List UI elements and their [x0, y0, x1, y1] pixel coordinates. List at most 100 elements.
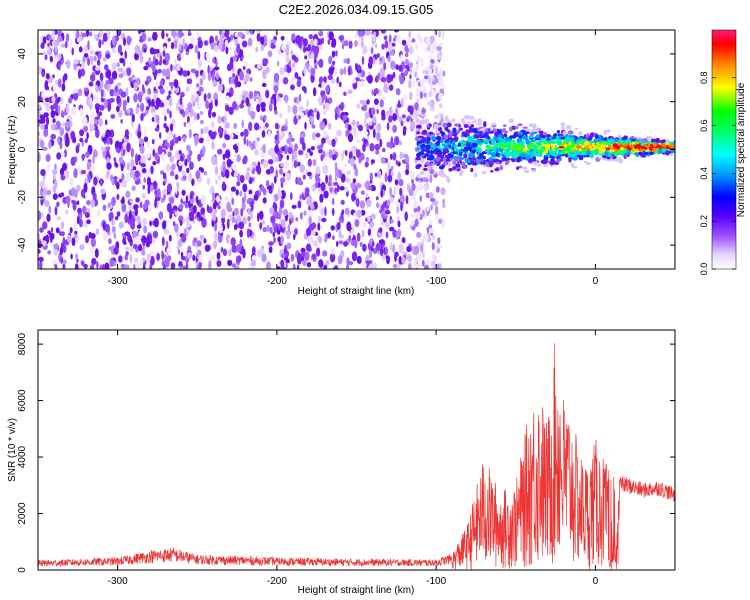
spectrogram-cell	[81, 260, 85, 267]
spectrogram-cell	[163, 194, 166, 201]
spectrogram-cell	[224, 122, 230, 129]
spectrogram-signal-cell	[584, 140, 590, 146]
spectrogram-cell	[279, 154, 283, 159]
spectrogram-cell	[86, 132, 89, 140]
spectrogram-cell	[102, 32, 108, 43]
spectrogram-cell	[116, 181, 120, 190]
spectrogram-cell	[95, 106, 100, 114]
spectrogram-cell	[230, 186, 236, 192]
spectrogram-cell	[231, 163, 237, 170]
colorbar-tick-label: 0.2	[699, 215, 709, 228]
spectrogram-cell	[340, 173, 346, 183]
spectrogram-cell	[401, 256, 406, 265]
spectrogram-cell	[54, 41, 60, 46]
spectrogram-cell	[188, 150, 193, 157]
spectrogram-signal-cell	[640, 142, 645, 147]
spectrogram-cell	[71, 237, 76, 247]
spectrogram-cell	[325, 174, 328, 184]
spectrogram-cell	[38, 119, 44, 124]
spectrogram-signal-cell	[465, 159, 471, 164]
spectrogram-signal-cell	[493, 147, 497, 151]
spectrogram-cell	[118, 156, 124, 163]
spectrogram-cell	[279, 112, 283, 118]
spectrogram-cell	[344, 163, 348, 168]
spectrogram-signal-cell	[443, 148, 449, 154]
spectrogram-cell	[196, 101, 202, 110]
spectrogram-cell	[289, 192, 293, 201]
spectrogram-cell	[139, 38, 144, 43]
spectrogram-cell	[351, 145, 357, 154]
spectrogram-cell	[381, 212, 384, 220]
spectrogram-cell	[181, 170, 186, 176]
spectrogram-signal-cell	[576, 144, 582, 149]
spectrogram-cell	[83, 263, 88, 269]
spectrogram-cell	[272, 221, 276, 228]
spectrogram-cell	[397, 171, 402, 181]
spectrogram-cell	[438, 218, 443, 224]
spectrogram-cell	[77, 207, 82, 214]
spectrogram-cell	[251, 161, 257, 167]
spectrogram-cell	[165, 125, 169, 133]
spectrogram-cell	[116, 82, 122, 87]
spectrogram-cell	[288, 211, 293, 219]
spectrogram-cell	[81, 61, 85, 69]
spectrogram-cell	[142, 236, 148, 243]
spectrogram-cell	[442, 70, 446, 77]
spectrogram-cell	[438, 103, 443, 109]
spectrogram-cell	[346, 57, 350, 65]
spectrogram-cell	[162, 172, 167, 179]
spectrogram-cell	[340, 199, 345, 205]
spectrogram-cell	[40, 124, 45, 130]
spectrogram-cell	[359, 200, 365, 209]
spectrogram-cell	[338, 230, 342, 239]
spectrogram-signal-cell	[536, 134, 540, 139]
spectrogram-cell	[224, 30, 230, 38]
spectrogram-cell	[416, 253, 422, 261]
spectrogram-cell	[311, 222, 317, 230]
spectrogram-cell	[347, 133, 354, 143]
spectrogram-cell	[354, 32, 358, 38]
spectrogram-cell	[318, 236, 323, 244]
spectrogram-cell	[242, 216, 247, 225]
spectrogram-cell	[347, 89, 353, 95]
spectrogram-signal-cell	[472, 128, 478, 133]
spectrogram-cell	[144, 153, 151, 159]
spectrogram-cell	[52, 193, 58, 201]
spectrogram-cell	[370, 247, 374, 252]
spectrogram-cell	[394, 34, 397, 40]
spectrogram-cell	[316, 247, 321, 257]
spectrogram-signal-cell	[562, 139, 567, 145]
spectrogram-cell	[296, 79, 301, 88]
spectrogram-cell	[214, 179, 219, 185]
spectrogram-cell	[411, 178, 415, 184]
spectrogram-signal-cell	[655, 149, 659, 153]
colorbar: 0.00.20.40.60.8 Normalized spectral ampl…	[699, 29, 747, 275]
spectrogram-cell	[140, 163, 146, 168]
spectrogram-cell	[161, 30, 165, 40]
spectrogram-cell	[246, 167, 250, 172]
spectrogram-signal-cell	[542, 160, 548, 165]
spectrogram-cell	[230, 34, 234, 41]
spectrogram-cell	[377, 170, 382, 179]
spectrogram-cell	[429, 82, 433, 91]
spectrogram-cell	[343, 241, 348, 247]
spectrogram-cell	[93, 55, 97, 62]
spectrogram-cell	[231, 244, 237, 253]
spectrogram-cell	[341, 209, 345, 216]
spectrogram-cell	[230, 237, 236, 247]
spectrogram-cell	[142, 217, 147, 227]
spectrogram-cell	[214, 99, 218, 107]
spectrogram-cell	[279, 168, 283, 175]
spectrogram-cell	[390, 219, 394, 224]
spectrogram-y-tick-label: -20	[17, 190, 28, 205]
spectrogram-cell	[116, 193, 120, 200]
spectrogram-cell	[94, 118, 98, 125]
spectrogram-cell	[188, 43, 194, 50]
spectrogram-cell	[88, 232, 92, 237]
spectrogram-signal-cell	[504, 144, 509, 148]
spectrogram-signal-cell	[488, 130, 494, 134]
spectrogram-cell	[360, 70, 366, 78]
spectrogram-cell	[248, 121, 253, 132]
spectrogram-signal-cell	[577, 141, 584, 145]
spectrogram-cell	[133, 257, 139, 263]
